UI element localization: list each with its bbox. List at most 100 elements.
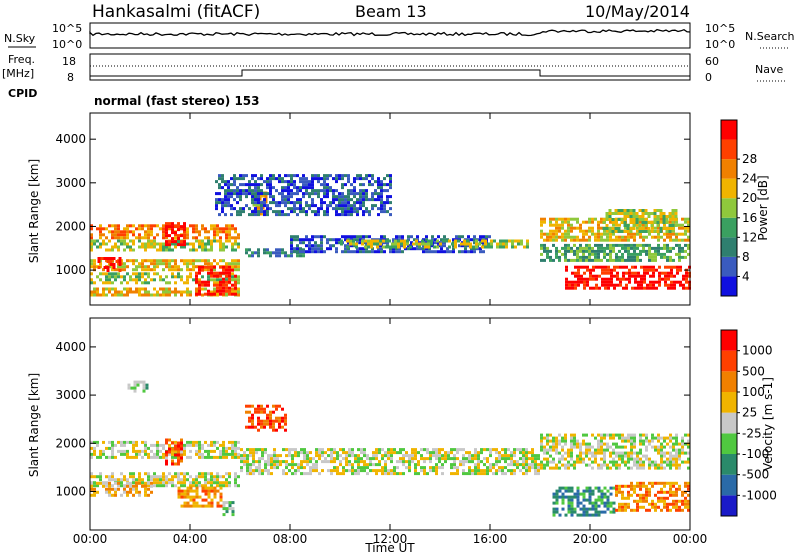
heatmap-cell — [611, 221, 615, 224]
heatmap-cell — [543, 445, 546, 449]
heatmap-cell — [96, 490, 99, 494]
heatmap-cell — [675, 502, 678, 506]
heatmap-cell — [631, 271, 634, 275]
heatmap-cell — [637, 271, 640, 275]
heatmap-cell — [254, 210, 257, 214]
heatmap-cell — [102, 287, 105, 291]
heatmap-cell — [353, 250, 356, 254]
heatmap-cell — [192, 278, 195, 282]
heatmap-cell — [141, 242, 144, 246]
heatmap-cell — [433, 245, 436, 249]
heatmap-cell — [383, 183, 386, 187]
heatmap-cell — [628, 280, 631, 284]
heatmap-cell — [667, 277, 670, 281]
heatmap-cell — [120, 242, 123, 246]
heatmap-cell — [366, 457, 369, 461]
heatmap-cell — [359, 177, 362, 181]
heatmap-cell — [347, 174, 350, 178]
heatmap-cell — [638, 227, 642, 230]
heatmap-cell — [651, 484, 654, 488]
heatmap-cell — [314, 250, 317, 254]
heatmap-cell — [222, 455, 225, 459]
heatmap-cell — [99, 230, 102, 234]
heatmap-cell — [135, 272, 138, 276]
heatmap-cell — [627, 454, 630, 458]
heatmap-cell — [302, 195, 305, 199]
heatmap-cell — [592, 268, 595, 272]
heatmap-cell — [367, 242, 370, 246]
heatmap-cell — [362, 189, 365, 193]
heatmap-cell — [558, 460, 561, 464]
heatmap-cell — [622, 271, 625, 275]
heatmap-cell — [372, 457, 375, 461]
heatmap-cell — [605, 218, 609, 221]
heatmap-cell — [611, 227, 615, 230]
heatmap-cell — [606, 466, 609, 470]
heatmap-cell — [555, 507, 559, 511]
heatmap-cell — [314, 235, 317, 239]
heatmap-cell — [159, 455, 162, 459]
heatmap-cell — [607, 268, 610, 272]
heatmap-cell — [574, 280, 577, 284]
heatmap-cell — [624, 445, 627, 449]
heatmap-cell — [317, 195, 320, 199]
heatmap-cell — [144, 224, 147, 228]
heatmap-cell — [284, 428, 287, 432]
heatmap-cell — [636, 460, 639, 464]
heatmap-cell — [627, 466, 630, 470]
heatmap-cell — [93, 242, 96, 246]
heatmap-cell — [657, 445, 660, 449]
heatmap-cell — [221, 210, 224, 214]
heatmap-cell — [213, 239, 216, 243]
heatmap-cell — [222, 268, 225, 272]
heatmap-cell — [132, 290, 135, 294]
heatmap-cell — [657, 448, 660, 452]
heatmap-cell — [660, 252, 663, 256]
heatmap-cell — [407, 235, 410, 239]
heatmap-cell — [687, 439, 690, 443]
heatmap-cell — [681, 238, 684, 242]
heatmap-cell — [674, 218, 678, 221]
heatmap-cell — [606, 238, 609, 242]
heatmap-cell — [189, 275, 192, 279]
heatmap-cell — [362, 195, 365, 199]
heatmap-cell — [393, 472, 396, 476]
heatmap-cell — [297, 454, 300, 458]
heatmap-cell — [396, 466, 399, 470]
heatmap-cell — [555, 217, 558, 221]
heatmap-cell — [341, 186, 344, 190]
heatmap-cell — [612, 249, 615, 253]
heatmap-cell — [606, 501, 610, 505]
heatmap-cell — [269, 251, 272, 255]
heatmap-cell — [471, 460, 474, 464]
heatmap-cell — [189, 293, 192, 297]
heatmap-cell — [510, 454, 513, 458]
heatmap-cell — [366, 466, 369, 470]
heatmap-cell — [201, 280, 204, 284]
heatmap-cell — [380, 235, 383, 239]
heatmap-cell — [228, 475, 231, 479]
heatmap-cell — [192, 224, 195, 228]
heatmap-cell — [142, 383, 146, 387]
heatmap-cell — [215, 207, 218, 211]
heatmap-cell — [254, 186, 257, 190]
heatmap-cell — [612, 238, 615, 242]
heatmap-cell — [615, 484, 618, 488]
heatmap-cell — [660, 496, 663, 500]
nsearch-tick-top: 10^5 — [705, 22, 735, 35]
heatmap-cell — [186, 472, 189, 476]
heatmap-cell — [657, 466, 660, 470]
heatmap-cell — [342, 448, 345, 452]
heatmap-cell — [346, 245, 349, 249]
heatmap-cell — [174, 290, 177, 294]
heatmap-cell — [225, 280, 228, 284]
heatmap-cell — [99, 262, 102, 266]
heatmap-cell — [111, 268, 114, 272]
heatmap-cell — [248, 183, 251, 187]
heatmap-cell — [666, 235, 669, 239]
heatmap-cell — [528, 451, 531, 455]
heatmap-cell — [579, 249, 582, 253]
heatmap-cell — [656, 218, 660, 221]
heatmap-cell — [249, 472, 252, 476]
heatmap-cell — [108, 239, 111, 243]
